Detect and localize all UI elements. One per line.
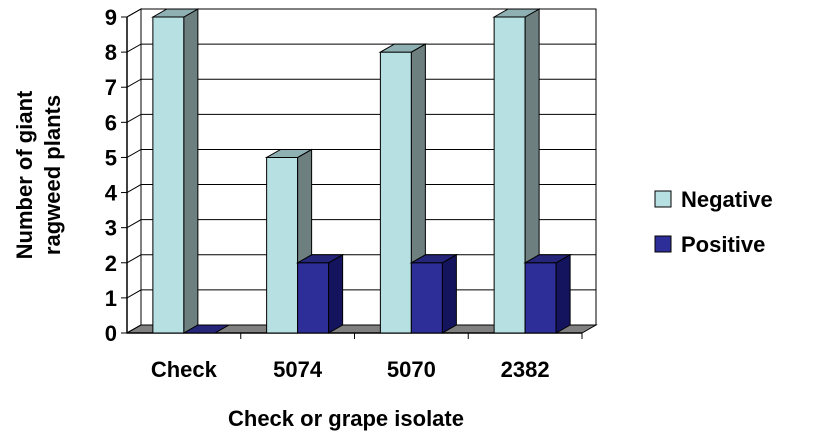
gridline	[126, 184, 596, 193]
y-tick-label: 4	[105, 181, 118, 206]
bar-negative-2382	[492, 8, 542, 334]
x-tick-label: Check	[151, 357, 218, 382]
y-tick-label: 0	[105, 321, 117, 346]
x-tick-label: 2382	[501, 357, 550, 382]
legend: Negative Positive	[639, 177, 813, 267]
legend-label-positive: Positive	[681, 232, 765, 257]
y-tick-labels: 0 1 2 3 4 5 6 7 8 9	[105, 5, 118, 346]
y-tick-label: 3	[105, 216, 117, 241]
y-axis-title-line-2: ragweed plants	[40, 95, 65, 255]
bar-positive-5070	[409, 253, 459, 334]
y-axis-title-line-1: Number of giant	[12, 90, 37, 259]
y-tick-label: 8	[105, 40, 117, 65]
legend-swatch-positive	[654, 235, 672, 253]
gridline	[126, 113, 596, 123]
bar-positive-Check	[181, 324, 231, 334]
gridline	[126, 148, 596, 158]
legend-label-negative: Negative	[681, 187, 773, 212]
legend-swatch-negative	[654, 190, 672, 208]
y-tick-label: 7	[105, 75, 117, 100]
x-tick-label: 5070	[387, 357, 436, 382]
bar-positive-5074	[295, 253, 345, 334]
y-tick-label: 5	[105, 145, 117, 170]
gridline	[126, 8, 596, 18]
y-tick-label: 6	[105, 110, 117, 135]
x-tick-label: 5074	[273, 357, 323, 382]
x-axis-title: Check or grape isolate	[228, 406, 464, 431]
y-tick-label: 2	[105, 251, 117, 276]
gridline	[126, 78, 596, 88]
gridline	[126, 219, 596, 229]
y-tick-label: 1	[105, 286, 117, 311]
y-tick-label: 9	[105, 5, 117, 30]
x-tick-labels: Check 5074 5070 2382	[151, 357, 550, 382]
bar-positive-2382	[523, 253, 573, 334]
gridline	[126, 43, 596, 53]
bars	[150, 8, 573, 334]
bar-negative-Check	[150, 8, 200, 334]
